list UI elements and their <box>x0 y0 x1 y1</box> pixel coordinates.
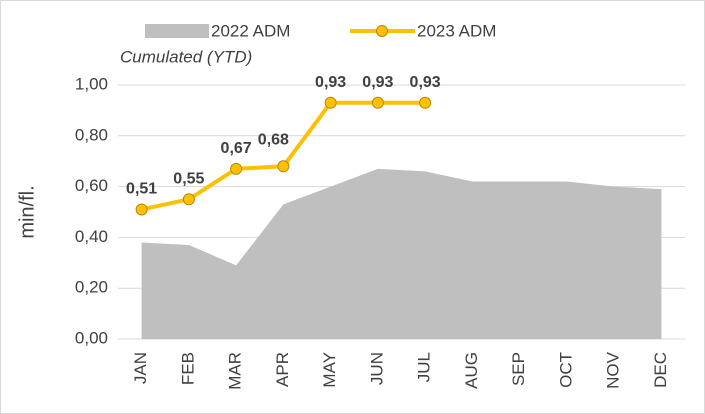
marker <box>230 162 243 175</box>
annotation: Cumulated (YTD) <box>120 47 252 66</box>
data-label: 0,93 <box>315 74 346 91</box>
y-tick-label: 0,00 <box>75 328 108 347</box>
data-label: 0,68 <box>258 131 289 148</box>
y-tick-label: 0,60 <box>75 176 108 195</box>
y-tick-label: 0,80 <box>75 125 108 144</box>
y-tick-label: 1,00 <box>75 74 108 93</box>
x-tick-label: NOV <box>604 351 623 389</box>
marker <box>324 96 337 109</box>
x-tick-label: MAY <box>320 352 339 388</box>
x-tick-label: OCT <box>556 352 575 388</box>
data-label: 0,55 <box>173 171 204 188</box>
x-tick-label: AUG <box>462 352 481 389</box>
legend-label: 2023 ADM <box>417 21 496 40</box>
x-tick-label: MAR <box>226 352 245 390</box>
x-tick-label: JAN <box>131 352 150 384</box>
marker <box>419 96 432 109</box>
marker <box>371 96 384 109</box>
x-tick-label: DEC <box>651 352 670 388</box>
x-tick-label: APR <box>273 352 292 387</box>
x-tick-label: JUL <box>415 352 434 382</box>
x-tick-label: JUN <box>367 352 386 385</box>
x-tick-label: FEB <box>178 352 197 385</box>
y-tick-label: 0,20 <box>75 278 108 297</box>
data-label: 0,93 <box>362 74 393 91</box>
legend-swatch <box>145 24 209 38</box>
data-label: 0,67 <box>221 140 252 157</box>
area <box>141 168 662 339</box>
x-tick-label: SEP <box>509 352 528 386</box>
legend-label: 2022 ADM <box>211 21 290 40</box>
y-axis-label: min/fl. <box>16 185 38 238</box>
marker <box>277 160 290 173</box>
data-label: 0,51 <box>126 181 157 198</box>
y-tick-label: 0,40 <box>75 227 108 246</box>
marker <box>135 203 148 216</box>
data-label: 0,93 <box>410 74 441 91</box>
legend-marker <box>376 25 388 37</box>
marker <box>182 193 195 206</box>
